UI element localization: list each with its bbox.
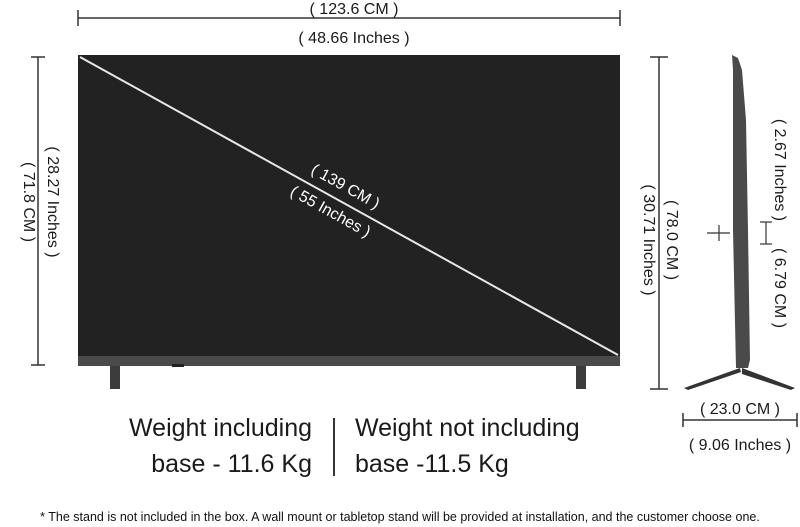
weight-divider [333,418,335,476]
depth-inches-label: ( 2.67 Inches ) [771,119,788,221]
tv-side-profile [684,55,795,390]
weight-including-line1: Weight including [129,414,312,442]
depth-cm-label: ( 6.79 CM ) [771,248,788,328]
stand-depth-inches-label: ( 9.06 Inches ) [689,437,791,454]
tv-bezel-bottom [78,356,620,366]
tv-front [78,55,620,389]
height-with-stand-dimension [650,56,668,390]
width-inches-label: ( 48.66 Inches ) [298,30,409,47]
stand-depth-dimension [682,413,798,427]
width-dimension [77,10,621,26]
stand-foot-right [576,366,586,389]
weight-including-line2: base - 11.6 Kg [151,450,312,478]
height-inches-label: ( 28.27 Inches ) [44,146,61,257]
height-cm-label: ( 71.8 CM ) [20,162,37,242]
width-cm-label: ( 123.6 CM ) [310,1,399,18]
weight-not-including-base: Weight not including base -11.5 Kg [355,410,580,482]
tv-logo [172,364,184,367]
stand-depth-cm-label: ( 23.0 CM ) [700,401,780,418]
weight-not-including-line1: Weight not including [355,414,580,442]
height-dimension [31,56,45,366]
stand-foot-left [110,366,120,389]
weight-including-base: Weight including base - 11.6 Kg [129,410,312,482]
height-with-stand-cm-label: ( 78.0 CM ) [663,200,680,280]
height-with-stand-inches-label: ( 30.71 Inches ) [640,184,657,295]
diagonal-line [79,56,619,356]
stand-footnote: * The stand is not included in the box. … [40,510,760,524]
weight-not-including-line2: base -11.5 Kg [355,450,509,478]
